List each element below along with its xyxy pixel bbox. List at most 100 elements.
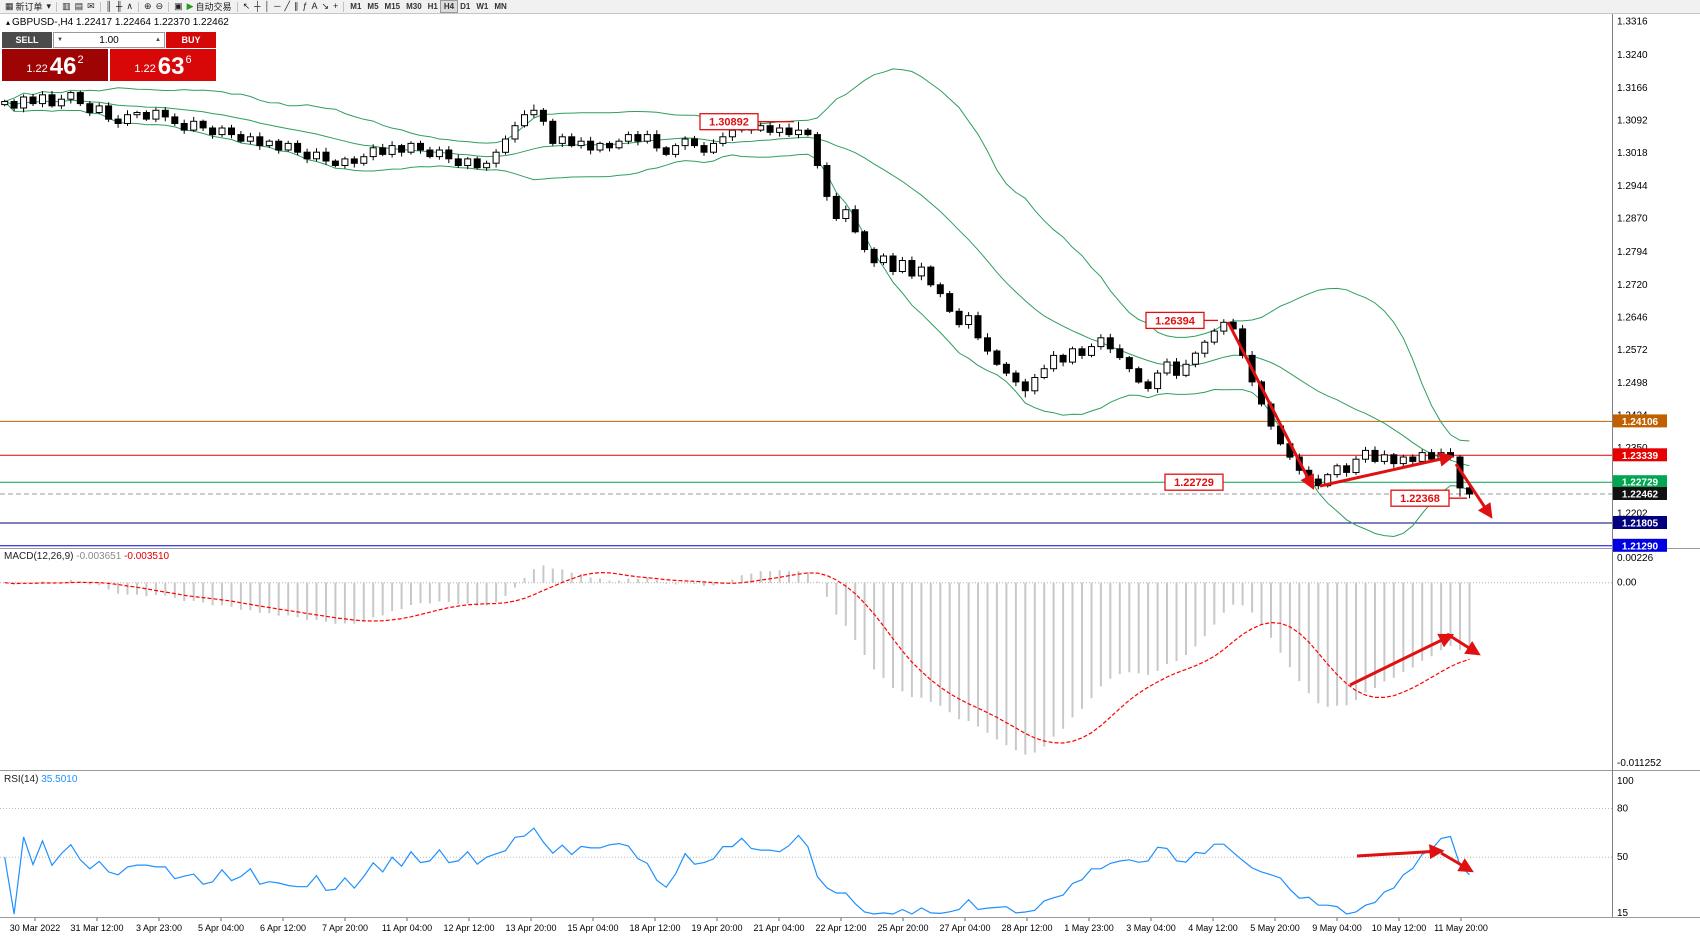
profile-icon[interactable]: ▤ <box>73 0 86 13</box>
toolbar-separator <box>138 1 140 12</box>
candle <box>1031 377 1039 392</box>
autotrading-button-label: 自动交易 <box>195 2 232 12</box>
price-axis[interactable]: 1.3316 1.3240 1.3166 1.3092 1.3018 1.2944 1.28… <box>1612 14 1668 917</box>
timeframe-mn-button[interactable]: MN <box>494 2 507 11</box>
ask-price-pipette: 6 <box>185 54 192 66</box>
time-axis[interactable]: 30 Mar 2022 31 Mar 12:00 3 Apr 23:00 5 Apr … <box>10 918 1488 933</box>
ask-price-display[interactable]: 1.22 63 6 <box>110 49 216 81</box>
svg-text:30 Mar 2022: 30 Mar 2022 <box>10 923 61 933</box>
fibonacci-icon[interactable]: ƒ <box>300 0 309 13</box>
svg-text:3 May 04:00: 3 May 04:00 <box>1126 923 1176 933</box>
zoom-out-icon-glyph: ⊖ <box>155 1 164 11</box>
candle <box>861 231 869 251</box>
candle <box>785 127 793 136</box>
svg-text:100: 100 <box>1617 776 1634 787</box>
candlestick-chart-icon[interactable]: ╫ <box>114 0 124 13</box>
svg-text:12 Apr 12:00: 12 Apr 12:00 <box>443 923 494 933</box>
svg-text:1.2202: 1.2202 <box>1617 509 1648 520</box>
chart-canvas[interactable]: 1.3316 1.3240 1.3166 1.3092 1.3018 1.2944 1.28… <box>0 14 1700 936</box>
indicators-icon[interactable]: + <box>331 0 340 13</box>
svg-text:3 Apr 23:00: 3 Apr 23:00 <box>136 923 182 933</box>
candle <box>842 209 850 219</box>
candle <box>76 92 84 105</box>
candle <box>190 120 198 131</box>
volume-field[interactable]: ▼ 1.00 ▲ <box>53 32 165 48</box>
ask-price-prefix: 1.22 <box>134 63 156 75</box>
candle <box>936 284 944 295</box>
candle <box>454 158 462 166</box>
timeframe-w1-button[interactable]: W1 <box>476 2 489 11</box>
text-tool-icon-glyph: A <box>311 1 318 11</box>
arrow-tool-icon[interactable]: ↘ <box>319 0 331 13</box>
zoom-in-icon[interactable]: ⊕ <box>142 0 154 13</box>
text-tool-icon[interactable]: A <box>309 0 319 13</box>
svg-text:0.00: 0.00 <box>1617 578 1637 589</box>
tile-windows-icon[interactable]: ▣ <box>172 0 185 13</box>
candle <box>984 337 991 352</box>
timeframe-m15-button[interactable]: M15 <box>384 2 401 11</box>
candle <box>237 134 245 142</box>
line-chart-icon[interactable]: ∧ <box>124 0 135 13</box>
volume-value[interactable]: 1.00 <box>99 34 119 46</box>
candle <box>1040 368 1048 379</box>
volume-decrease-button[interactable]: ▼ <box>57 37 63 43</box>
new-order-dropdown-icon[interactable]: ▾ <box>45 0 54 13</box>
candle <box>331 160 339 167</box>
candle <box>492 151 500 164</box>
buy-button[interactable]: BUY <box>166 32 216 48</box>
zoom-out-icon[interactable]: ⊖ <box>154 0 166 13</box>
timeframe-h1-button[interactable]: H1 <box>427 2 438 11</box>
crosshair-icon[interactable]: ┼ <box>252 0 262 13</box>
vertical-line-icon[interactable]: │ <box>263 0 273 13</box>
svg-text:1.21805: 1.21805 <box>1622 519 1659 530</box>
candle <box>398 145 406 153</box>
volume-increase-button[interactable]: ▲ <box>155 37 161 43</box>
timeframe-m1-button[interactable]: M1 <box>350 2 362 11</box>
horizontal-line-icon[interactable]: ─ <box>272 0 282 13</box>
price-marker-box <box>1613 516 1667 529</box>
timeframe-d1-button[interactable]: D1 <box>460 2 471 11</box>
svg-text:1.22462: 1.22462 <box>1622 490 1659 501</box>
candle <box>10 101 18 109</box>
candle <box>1352 458 1360 474</box>
mail-icon[interactable]: ✉ <box>85 0 97 13</box>
new-order-button[interactable]: ▦ 新订单 <box>3 0 45 13</box>
candlestick-chart-icon-glyph: ╫ <box>116 1 123 11</box>
sell-button[interactable]: SELL <box>2 32 52 48</box>
channel-icon[interactable]: ∥ <box>292 0 301 13</box>
rsi-value: 35.5010 <box>41 774 78 785</box>
new-order-glyph: ▦ <box>5 1 14 11</box>
candle <box>171 116 179 125</box>
candle <box>426 149 434 158</box>
cursor-icon[interactable]: ↖ <box>241 0 253 13</box>
trendline-icon[interactable]: ╱ <box>283 0 292 13</box>
timeframe-m30-button[interactable]: M30 <box>406 2 422 11</box>
svg-text:15 Apr 04:00: 15 Apr 04:00 <box>567 923 618 933</box>
candle <box>917 266 925 277</box>
candle <box>417 142 424 151</box>
timeframe-m5-button[interactable]: M5 <box>367 2 379 11</box>
candle <box>587 140 595 151</box>
timeframe-h4-button[interactable]: H4 <box>439 0 459 13</box>
candle <box>1201 341 1209 354</box>
candles-layer <box>1 90 1473 499</box>
macd-label: MACD(12,26,9) -0.003651 -0.003510 <box>4 551 169 562</box>
candle <box>870 248 878 264</box>
candle <box>1097 337 1105 348</box>
macd-name: MACD(12,26,9) <box>4 551 74 562</box>
svg-text:5 Apr 04:00: 5 Apr 04:00 <box>198 923 244 933</box>
candle <box>1154 372 1162 390</box>
svg-text:1.2572: 1.2572 <box>1617 345 1648 356</box>
svg-text:4 May 12:00: 4 May 12:00 <box>1188 923 1238 933</box>
charts-grid-icon-glyph: ▥ <box>62 1 71 11</box>
candle <box>1390 454 1398 465</box>
bid-price-display[interactable]: 1.22 46 2 <box>2 49 108 81</box>
toolbar-separator <box>343 1 345 12</box>
charts-grid-icon[interactable]: ▥ <box>60 0 73 13</box>
candle <box>558 136 566 144</box>
autotrading-button[interactable]: ▶ 自动交易 <box>185 0 234 13</box>
bar-chart-icon[interactable]: ║ <box>104 0 114 13</box>
candle <box>577 140 585 147</box>
candle <box>624 134 632 142</box>
candle <box>889 255 897 272</box>
